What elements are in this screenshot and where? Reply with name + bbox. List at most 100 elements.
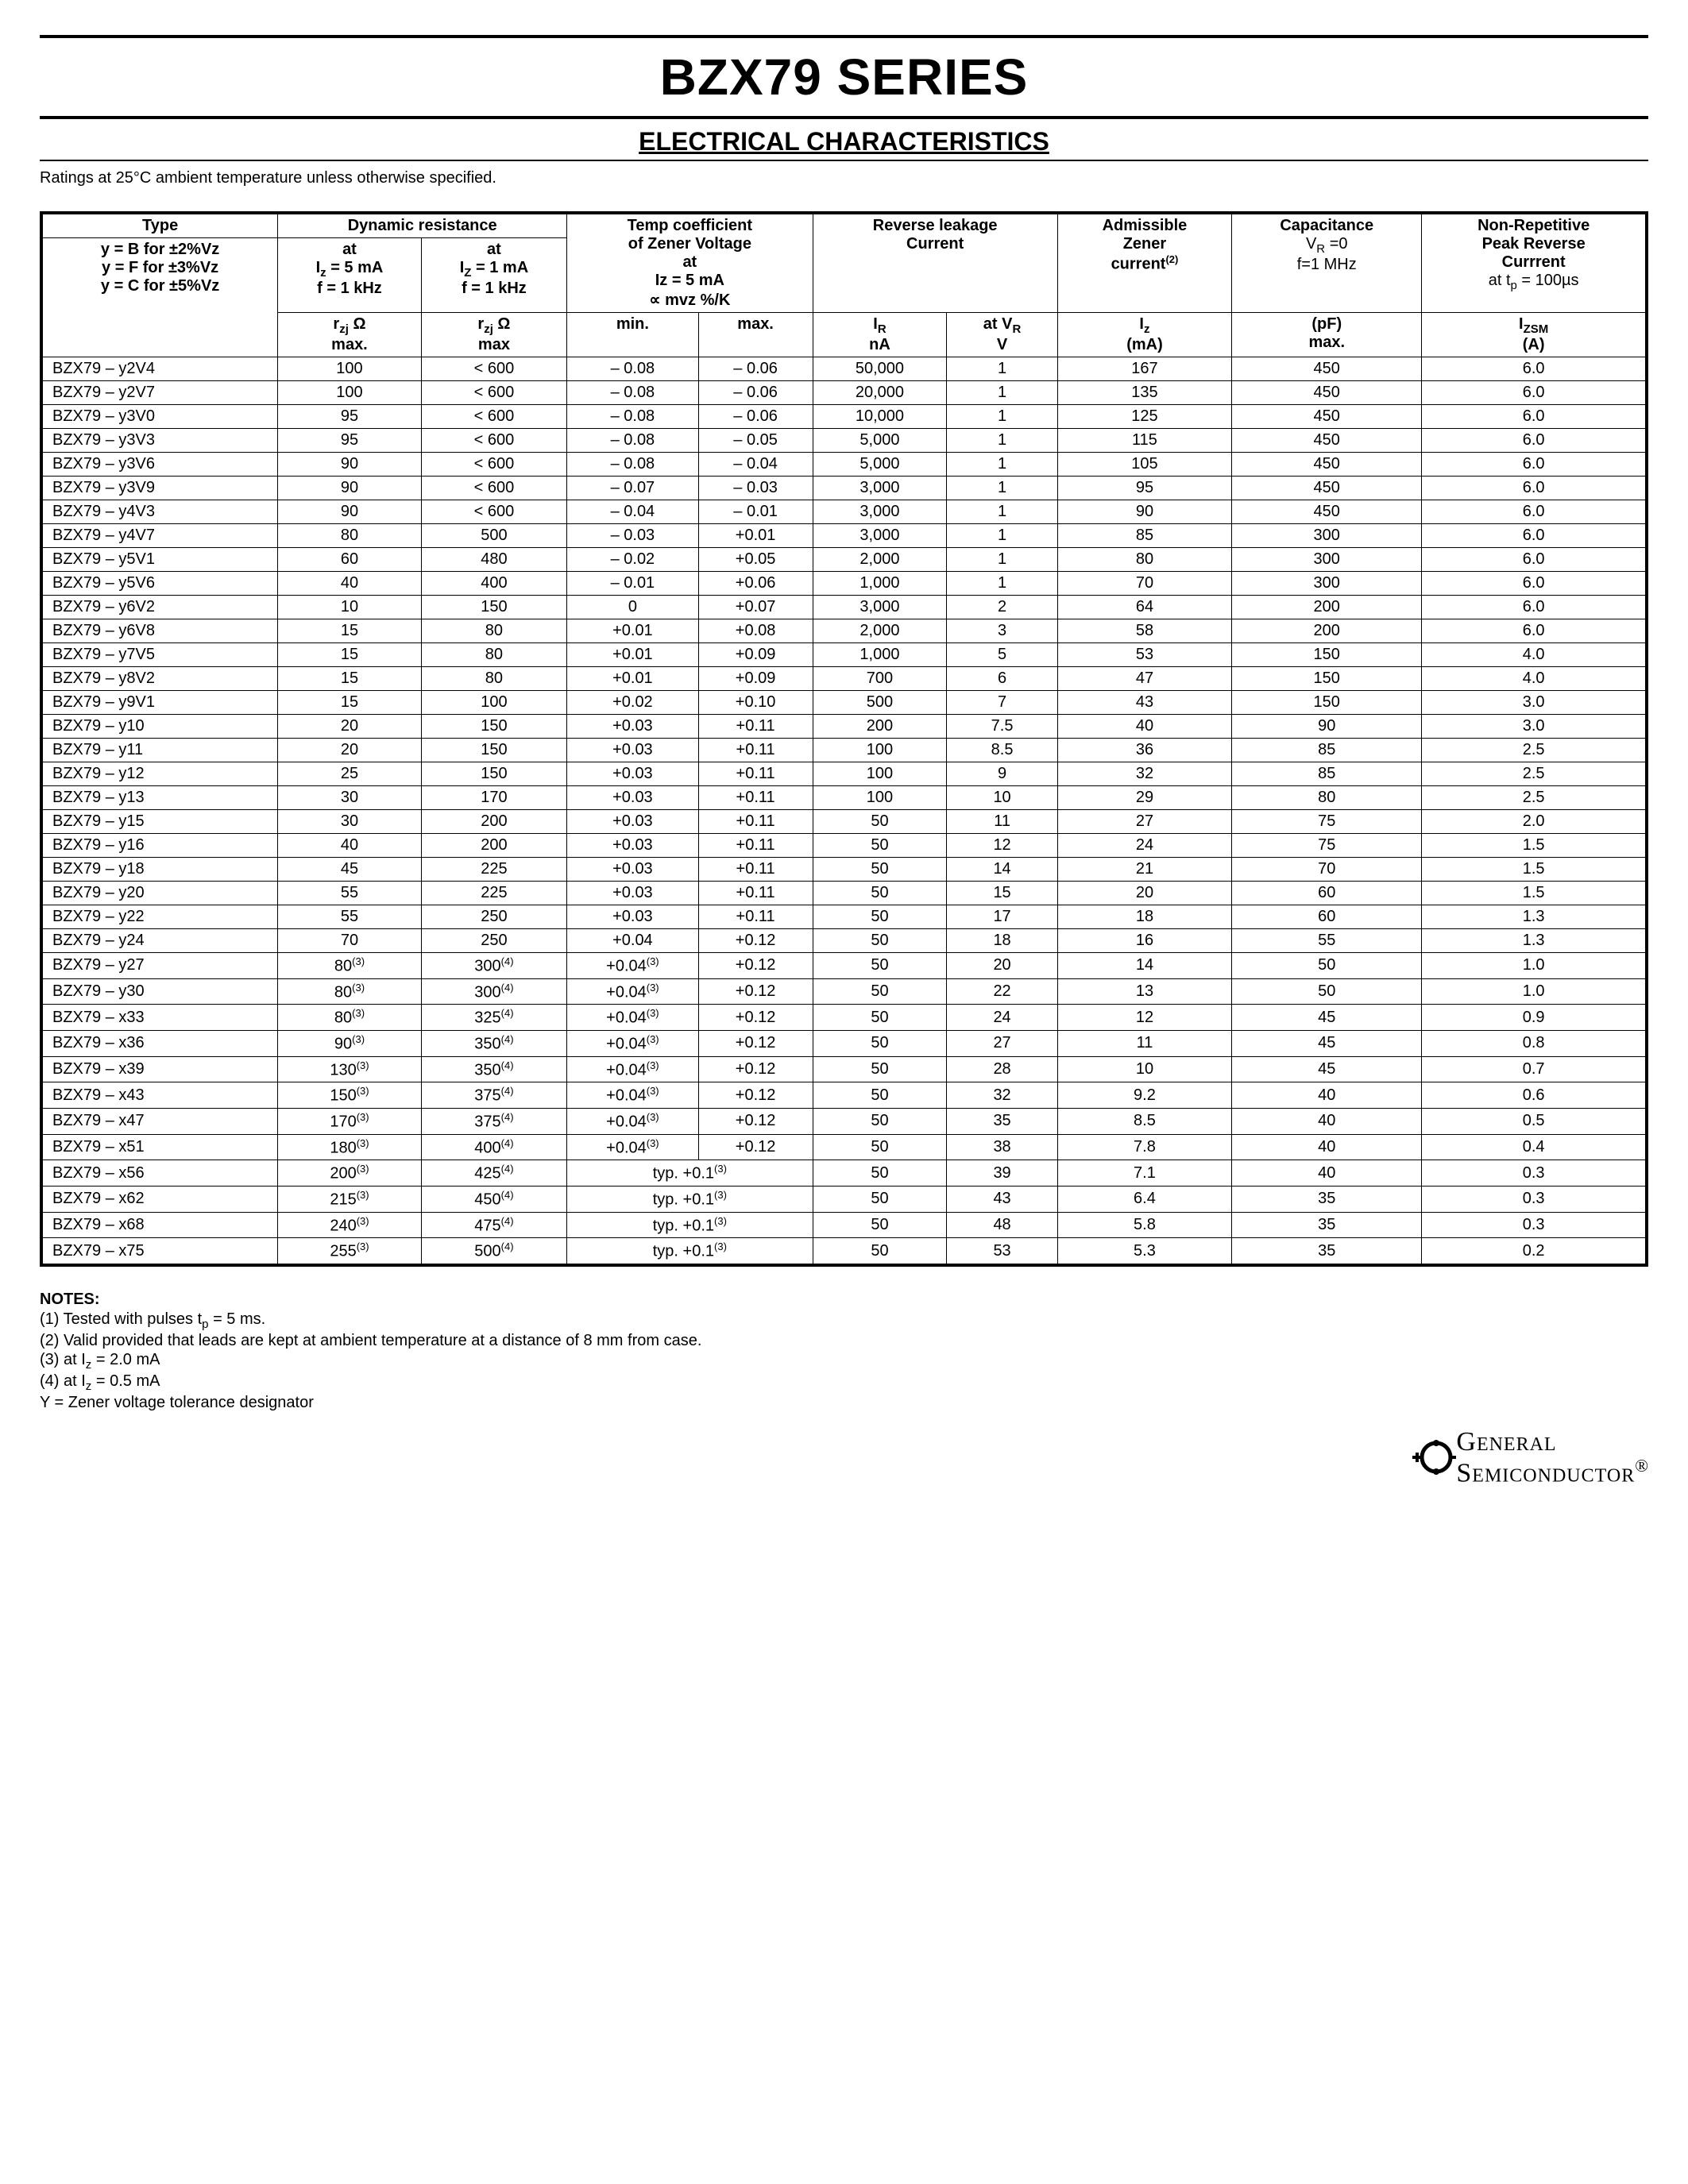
hdr-r1: rzj Ω max <box>421 313 566 357</box>
cell-tmin: +0.03 <box>567 786 698 810</box>
cell-r5: 100 <box>278 357 421 381</box>
cell-ir: 50 <box>813 1030 947 1056</box>
hdr-izsm: IZSM (A) <box>1422 313 1647 357</box>
hdr-temp: Temp coefficient of Zener Voltage at Iz … <box>567 213 813 313</box>
cell-tmin: – 0.08 <box>567 357 698 381</box>
hdr-cap-c: f=1 MHz <box>1238 256 1415 274</box>
cell-vr: 1 <box>947 429 1057 453</box>
cell-iz: 24 <box>1057 834 1231 858</box>
cell-vr: 20 <box>947 953 1057 979</box>
cell-pf: 40 <box>1232 1082 1422 1109</box>
cell-r5: 180(3) <box>278 1134 421 1160</box>
cell-pf: 150 <box>1232 691 1422 715</box>
cell-iz: 125 <box>1057 405 1231 429</box>
cell-r5: 30 <box>278 810 421 834</box>
cell-ir: 50 <box>813 1108 947 1134</box>
cell-type: BZX79 – y22 <box>41 905 278 929</box>
cell-type: BZX79 – y13 <box>41 786 278 810</box>
cell-iz: 11 <box>1057 1030 1231 1056</box>
cell-pf: 40 <box>1232 1134 1422 1160</box>
cell-izsm: 0.9 <box>1422 1005 1647 1031</box>
cell-tmax: – 0.03 <box>698 477 813 500</box>
cell-tmin: – 0.04 <box>567 500 698 524</box>
cell-r1: 400 <box>421 572 566 596</box>
cell-pf: 45 <box>1232 1056 1422 1082</box>
cell-r1: 150 <box>421 715 566 739</box>
hdr-adm-c: current(2) <box>1064 253 1225 274</box>
cell-r1: 150 <box>421 739 566 762</box>
cell-pf: 150 <box>1232 643 1422 667</box>
cell-iz: 90 <box>1057 500 1231 524</box>
cell-izsm: 0.2 <box>1422 1238 1647 1265</box>
cell-tmin: – 0.03 <box>567 524 698 548</box>
cell-r5: 90 <box>278 453 421 477</box>
cell-pf: 450 <box>1232 357 1422 381</box>
cell-tmin: – 0.08 <box>567 381 698 405</box>
cell-r5: 70 <box>278 929 421 953</box>
cell-izsm: 1.3 <box>1422 905 1647 929</box>
cell-ir: 50 <box>813 1238 947 1265</box>
cell-tmin: +0.04(3) <box>567 1030 698 1056</box>
cell-vr: 1 <box>947 405 1057 429</box>
table-row: BZX79 – y1640200+0.03+0.11501224751.5 <box>41 834 1647 858</box>
cell-type: BZX79 – x68 <box>41 1212 278 1238</box>
cell-type: BZX79 – y18 <box>41 858 278 882</box>
cell-tmin: – 0.08 <box>567 453 698 477</box>
cell-r1: 425(4) <box>421 1160 566 1187</box>
cell-izsm: 0.3 <box>1422 1212 1647 1238</box>
cell-vr: 39 <box>947 1160 1057 1187</box>
cell-r1: 400(4) <box>421 1134 566 1160</box>
cell-tmin: – 0.02 <box>567 548 698 572</box>
cell-r1: 250 <box>421 905 566 929</box>
cell-typ: typ. +0.1(3) <box>567 1160 813 1187</box>
cell-tmax: +0.12 <box>698 1134 813 1160</box>
cell-r1: < 600 <box>421 357 566 381</box>
cell-tmax: +0.07 <box>698 596 813 619</box>
cell-vr: 5 <box>947 643 1057 667</box>
cell-pf: 85 <box>1232 739 1422 762</box>
hdr-dyn-at2: at IZ = 1 mA f = 1 kHz <box>421 238 566 313</box>
cell-r5: 150(3) <box>278 1082 421 1109</box>
cell-type: BZX79 – y11 <box>41 739 278 762</box>
cell-type: BZX79 – y6V2 <box>41 596 278 619</box>
hdr-cap: Capacitance VR =0 f=1 MHz <box>1232 213 1422 313</box>
cell-pf: 300 <box>1232 548 1422 572</box>
cell-vr: 3 <box>947 619 1057 643</box>
cell-izsm: 6.0 <box>1422 405 1647 429</box>
cell-type: BZX79 – x51 <box>41 1134 278 1160</box>
cell-r1: < 600 <box>421 429 566 453</box>
cell-tmax: +0.11 <box>698 715 813 739</box>
hdr-ir-b: nA <box>820 336 941 354</box>
cell-vr: 1 <box>947 500 1057 524</box>
cell-type: BZX79 – x43 <box>41 1082 278 1109</box>
hdr-dyn-at1-a: at <box>284 241 414 259</box>
cell-vr: 12 <box>947 834 1057 858</box>
cell-r5: 255(3) <box>278 1238 421 1265</box>
table-row: BZX79 – x68240(3)475(4)typ. +0.1(3)50485… <box>41 1212 1647 1238</box>
cell-type: BZX79 – y8V2 <box>41 667 278 691</box>
table-row: BZX79 – y6V2101500+0.073,0002642006.0 <box>41 596 1647 619</box>
cell-tmax: +0.12 <box>698 1005 813 1031</box>
cell-pf: 45 <box>1232 1030 1422 1056</box>
cell-izsm: 3.0 <box>1422 715 1647 739</box>
cell-vr: 8.5 <box>947 739 1057 762</box>
cell-ir: 1,000 <box>813 572 947 596</box>
table-row: BZX79 – y1845225+0.03+0.11501421701.5 <box>41 858 1647 882</box>
cell-izsm: 0.3 <box>1422 1160 1647 1187</box>
cell-r1: 80 <box>421 643 566 667</box>
cell-pf: 40 <box>1232 1160 1422 1187</box>
cell-type: BZX79 – y4V7 <box>41 524 278 548</box>
cell-ir: 100 <box>813 762 947 786</box>
cell-iz: 47 <box>1057 667 1231 691</box>
cell-tmin: +0.01 <box>567 667 698 691</box>
cell-iz: 95 <box>1057 477 1231 500</box>
cell-vr: 43 <box>947 1186 1057 1212</box>
cell-type: BZX79 – y5V6 <box>41 572 278 596</box>
cell-r5: 25 <box>278 762 421 786</box>
cell-tmax: +0.09 <box>698 643 813 667</box>
cell-vr: 32 <box>947 1082 1057 1109</box>
hdr-dyn-at1: at Iz = 5 mA f = 1 kHz <box>278 238 421 313</box>
cell-r1: 300(4) <box>421 978 566 1005</box>
cell-ir: 3,000 <box>813 477 947 500</box>
cell-ir: 500 <box>813 691 947 715</box>
